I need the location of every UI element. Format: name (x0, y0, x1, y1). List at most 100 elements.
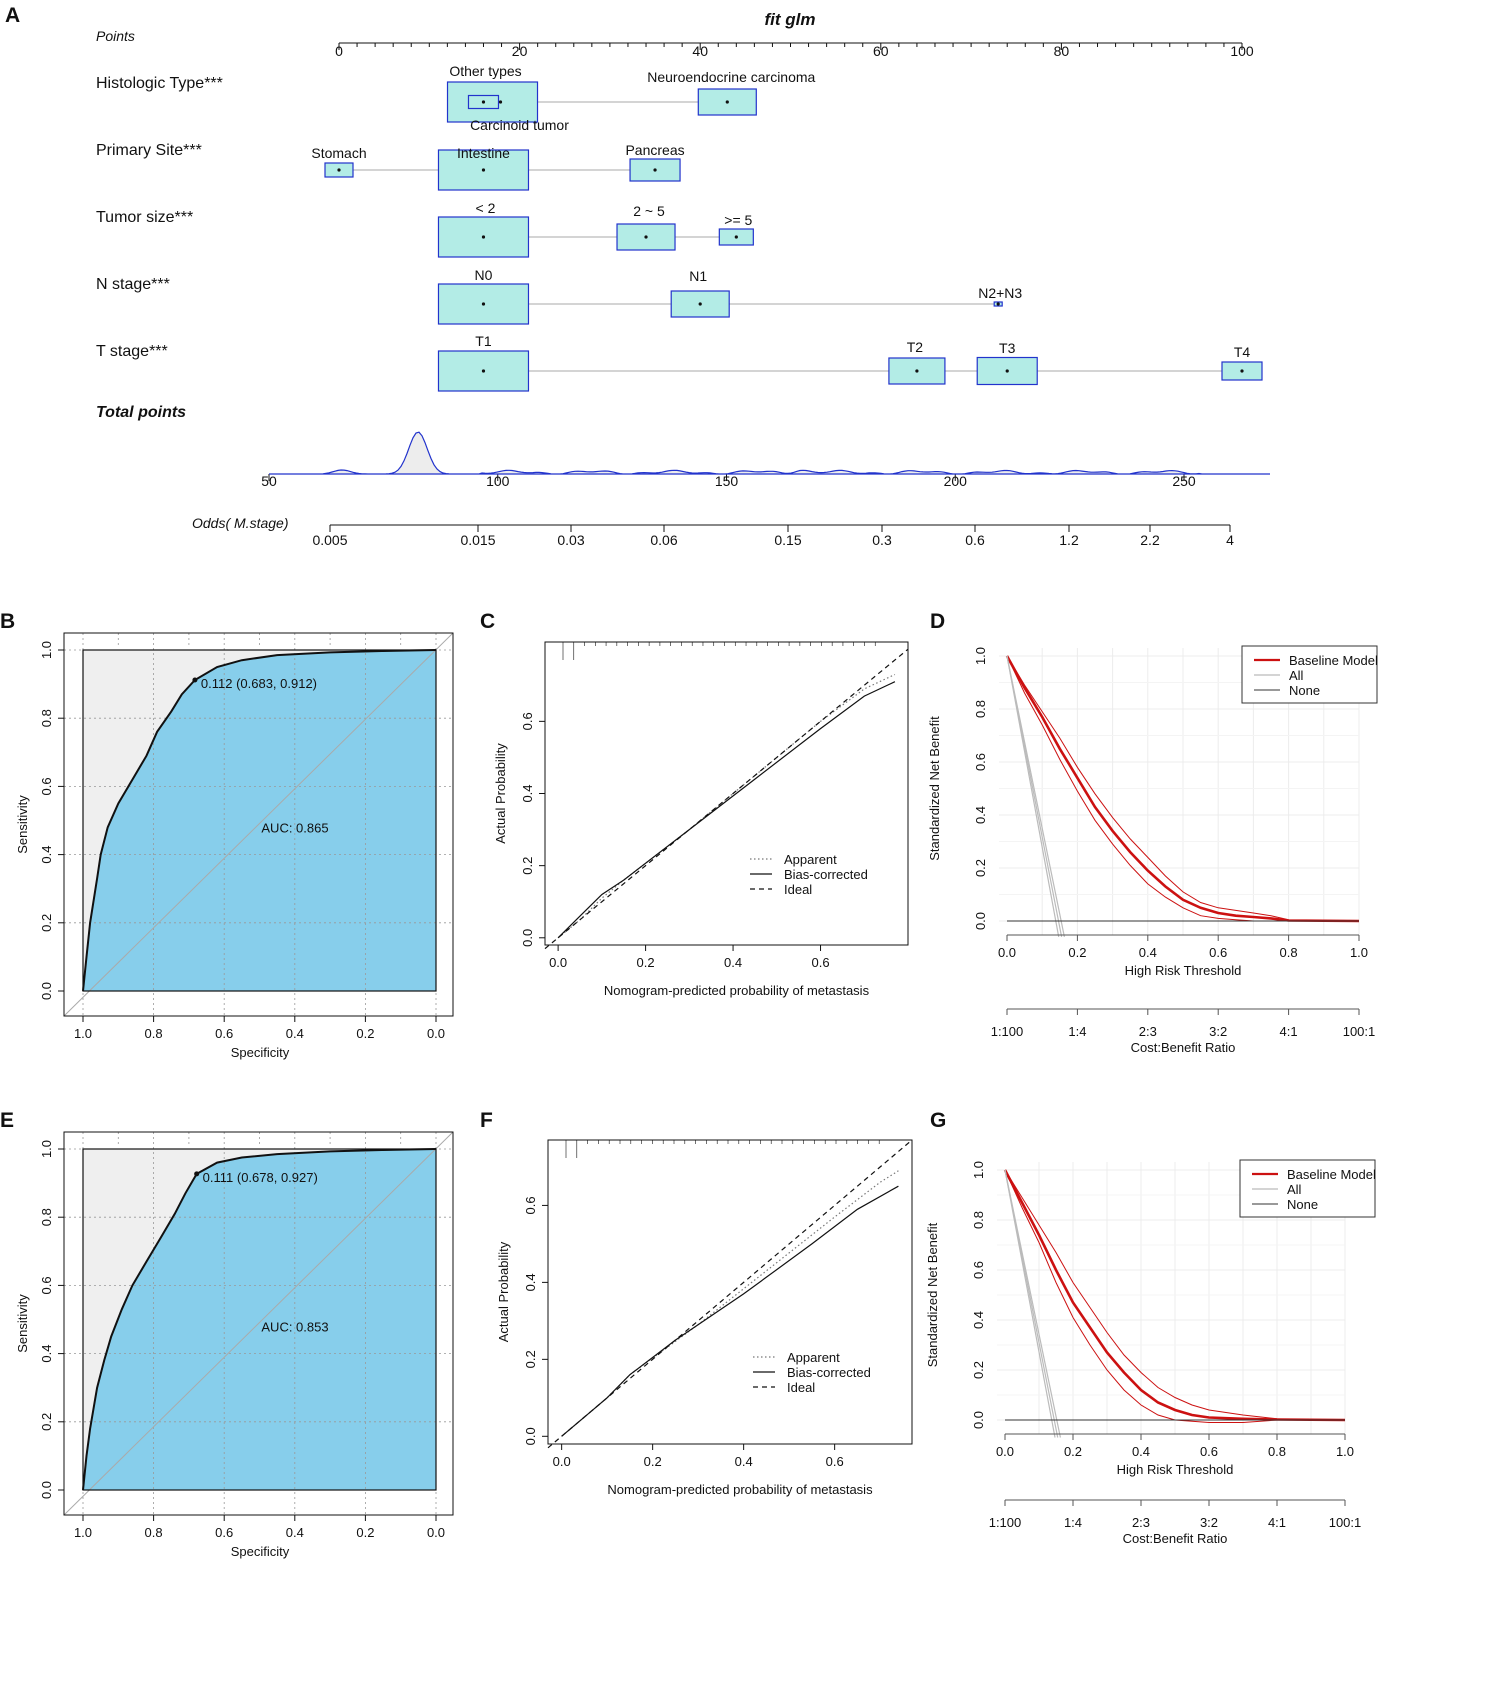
calibration-y-axis-label: Actual Probability (493, 743, 508, 844)
nomogram-variable-label: N stage*** (96, 276, 170, 293)
roc-y-axis-label: Sensitivity (15, 795, 30, 854)
dca-legend-label: All (1287, 1182, 1302, 1197)
roc-y-tick-label: 1.0 (39, 641, 54, 659)
panel-label-c: C (480, 610, 495, 633)
nomogram-level-dot (481, 235, 486, 239)
panel-c-calibration: C 0.0 0.2 0.4 0.6 0.0 0.2 0.4 0.6 Nomogram-predic… (480, 610, 909, 998)
calibration-x-tick-label: 0.2 (637, 955, 655, 970)
dca-line-baseline-model-upper (1006, 655, 1289, 921)
odds-axis-tick-label: 0.03 (557, 532, 584, 548)
odds-axis-tick-label: 0.6 (965, 532, 985, 548)
dca-x-axis-label: High Risk Threshold (1117, 1462, 1234, 1477)
dca-cost-tick-label: 3:2 (1200, 1515, 1218, 1530)
roc-plot-frame (63, 632, 454, 1017)
nomogram-level-label: 2 ~ 5 (633, 203, 665, 219)
points-axis-tick-label: 40 (692, 43, 708, 59)
odds-axis-tick-label: 0.3 (872, 532, 892, 548)
dca-line-baseline-model-lower (1004, 1169, 1278, 1423)
nomogram-variable-label: Histologic Type*** (96, 75, 223, 92)
roc-x-tick-label: 0.4 (286, 1525, 304, 1540)
dca-x-tick-label: 0.4 (1132, 1444, 1150, 1459)
dca-y-tick-label: 0.2 (971, 1361, 986, 1379)
points-axis-tick-label: 100 (1230, 43, 1254, 59)
nomogram-level-label: N1 (689, 268, 707, 284)
calibration-y-tick-label: 0.2 (523, 1350, 538, 1368)
dca-cost-tick-label: 2:3 (1132, 1515, 1150, 1530)
calibration-legend-label: Bias-corrected (784, 867, 868, 882)
roc-y-tick-label: 0.0 (39, 1481, 54, 1499)
dca-cost-tick-label: 100:1 (1343, 1024, 1376, 1039)
dca-cost-tick-label: 2:3 (1139, 1024, 1157, 1039)
nomogram-level-dot (996, 302, 1000, 306)
dca-y-tick-label: 0.2 (973, 859, 988, 877)
nomogram-level-label: N2+N3 (978, 285, 1022, 301)
dca-y-axis-label: Standardized Net Benefit (925, 1222, 940, 1367)
dca-legend-label: None (1289, 683, 1320, 698)
calibration-legend-label: Apparent (784, 852, 837, 867)
dca-line-all (1006, 655, 1060, 938)
dca-y-tick-label: 0.0 (971, 1411, 986, 1429)
nomogram-level-dot (481, 369, 486, 373)
calibration-x-axis-label: Nomogram-predicted probability of metast… (607, 1482, 873, 1497)
roc-curve (82, 649, 437, 992)
panel-label-d: D (930, 610, 945, 633)
nomogram-level-dot (725, 100, 729, 104)
roc-y-tick-label: 0.0 (39, 982, 54, 1000)
calibration-legend-label: Apparent (787, 1350, 840, 1365)
panel-label-g: G (930, 1109, 946, 1132)
nomogram-level-label: < 2 (476, 200, 496, 216)
nomogram-level-label: Pancreas (625, 142, 684, 158)
points-axis-tick-label: 80 (1054, 43, 1070, 59)
dca-x-axis-label: High Risk Threshold (1125, 963, 1242, 978)
calibration-x-tick-label: 0.2 (644, 1454, 662, 1469)
calibration-x-tick-label: 0.6 (811, 955, 829, 970)
calibration-x-tick-label: 0.4 (724, 955, 742, 970)
calibration-y-tick-label: 0.4 (523, 1273, 538, 1291)
roc-auc-area (83, 1149, 436, 1490)
dca-x-tick-label: 0.8 (1268, 1444, 1286, 1459)
roc-diagonal (63, 632, 454, 1017)
nomogram-level-label: Carcinoid tumor (470, 117, 569, 133)
calibration-line-bias-corrected (561, 1185, 899, 1437)
points-axis-label: Points (96, 28, 135, 44)
panel-b-roc: B 0.112 (0.683, 0.912) AUC: 0.865 1.0 0.8 0.6… (0, 610, 454, 1060)
total-points-tick-label: 150 (715, 473, 739, 489)
roc-x-axis-label: Specificity (231, 1544, 290, 1559)
dca-line-baseline-model-lower (1006, 655, 1289, 922)
nomogram-title: fit glm (765, 10, 816, 29)
roc-y-tick-label: 0.4 (39, 846, 54, 864)
roc-y-tick-label: 0.6 (39, 777, 54, 795)
dca-legend-label: Baseline Model (1287, 1167, 1376, 1182)
dca-line-all (1004, 1169, 1061, 1438)
roc-x-tick-label: 1.0 (74, 1026, 92, 1041)
dca-x-tick-label: 1.0 (1350, 945, 1368, 960)
roc-y-tick-label: 0.4 (39, 1345, 54, 1363)
calibration-frame (544, 641, 909, 946)
dca-legend-label: Baseline Model (1289, 653, 1378, 668)
points-axis-tick-label: 0 (335, 43, 343, 59)
dca-y-tick-label: 0.8 (971, 1211, 986, 1229)
panel-d-dca: D 0.0 0.2 0.4 0.6 0.8 1.0 0.0 0.2 0.4 0.6 0.8 1.0 Hig… (927, 610, 1378, 1055)
dca-line-baseline-model-upper (1004, 1169, 1278, 1420)
dca-x-tick-label: 0.0 (998, 945, 1016, 960)
dca-cost-tick-label: 1:4 (1068, 1024, 1086, 1039)
calibration-y-axis-label: Actual Probability (496, 1241, 511, 1342)
roc-best-point (194, 1171, 200, 1177)
nomogram-level-dot (915, 369, 919, 373)
dca-cost-tick-label: 4:1 (1268, 1515, 1286, 1530)
calibration-x-axis-label: Nomogram-predicted probability of metast… (604, 983, 870, 998)
dca-line-all (1006, 655, 1065, 938)
nomogram-level-dot (498, 100, 503, 104)
nomogram-level-label: T3 (999, 340, 1016, 356)
nomogram-variable-label: Primary Site*** (96, 142, 202, 159)
nomogram-level-dot (481, 168, 486, 172)
odds-axis-tick-label: 2.2 (1140, 532, 1160, 548)
total-points-tick-label: 200 (944, 473, 968, 489)
dca-cost-tick-label: 1:100 (991, 1024, 1024, 1039)
roc-x-tick-label: 0.2 (356, 1026, 374, 1041)
nomogram-level-label: >= 5 (724, 212, 752, 228)
dca-cost-tick-label: 4:1 (1280, 1024, 1298, 1039)
nomogram-level-dot (644, 235, 648, 239)
roc-x-tick-label: 0.6 (215, 1525, 233, 1540)
